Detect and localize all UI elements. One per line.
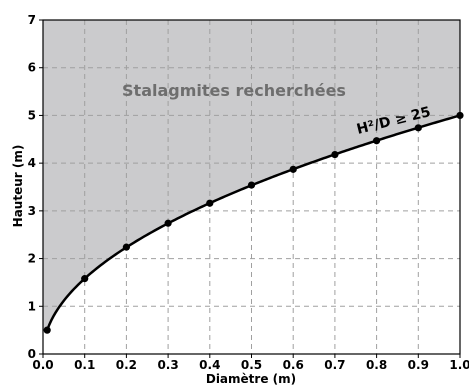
x-tick-label: 0.7 (324, 358, 345, 372)
x-tick-label: 0.0 (32, 358, 53, 372)
x-tick-label: 0.6 (283, 358, 304, 372)
data-points (43, 111, 464, 334)
x-tick-label: 1.0 (449, 358, 469, 372)
data-point (43, 326, 51, 334)
x-tick-label: 0.3 (157, 358, 178, 372)
data-point (289, 165, 297, 173)
y-tick-label: 0 (28, 347, 36, 361)
grid (43, 20, 460, 354)
y-tick-label: 1 (28, 299, 36, 313)
data-point (206, 199, 214, 207)
y-tick-label: 3 (28, 204, 36, 218)
y-tick-label: 4 (28, 156, 36, 170)
y-tick-label: 7 (28, 13, 36, 27)
y-ticks: 0 1 2 3 4 5 6 7 (28, 13, 43, 361)
data-point (331, 150, 339, 159)
data-point (122, 243, 130, 251)
x-axis-label: Diamètre (m) (206, 372, 296, 386)
y-tick-label: 5 (28, 108, 36, 122)
data-point (414, 124, 422, 132)
x-tick-label: 0.1 (74, 358, 95, 372)
data-point (373, 137, 381, 145)
y-tick-label: 2 (28, 252, 36, 266)
y-axis-label: Hauteur (m) (11, 145, 25, 228)
x-tick-label: 0.4 (199, 358, 220, 372)
data-point (164, 219, 172, 227)
x-tick-label: 0.8 (366, 358, 387, 372)
x-tick-label: 0.9 (408, 358, 429, 372)
x-tick-label: 0.2 (116, 358, 137, 372)
y-tick-label: 6 (28, 61, 36, 75)
data-point (81, 275, 89, 283)
data-point (247, 181, 256, 189)
region-label: Stalagmites recherchées (122, 81, 346, 100)
x-tick-label: 0.5 (241, 358, 262, 372)
x-ticks: 0.0 0.1 0.2 0.3 0.4 0.5 0.6 0.7 0.8 0.9 1.0 (32, 354, 469, 372)
